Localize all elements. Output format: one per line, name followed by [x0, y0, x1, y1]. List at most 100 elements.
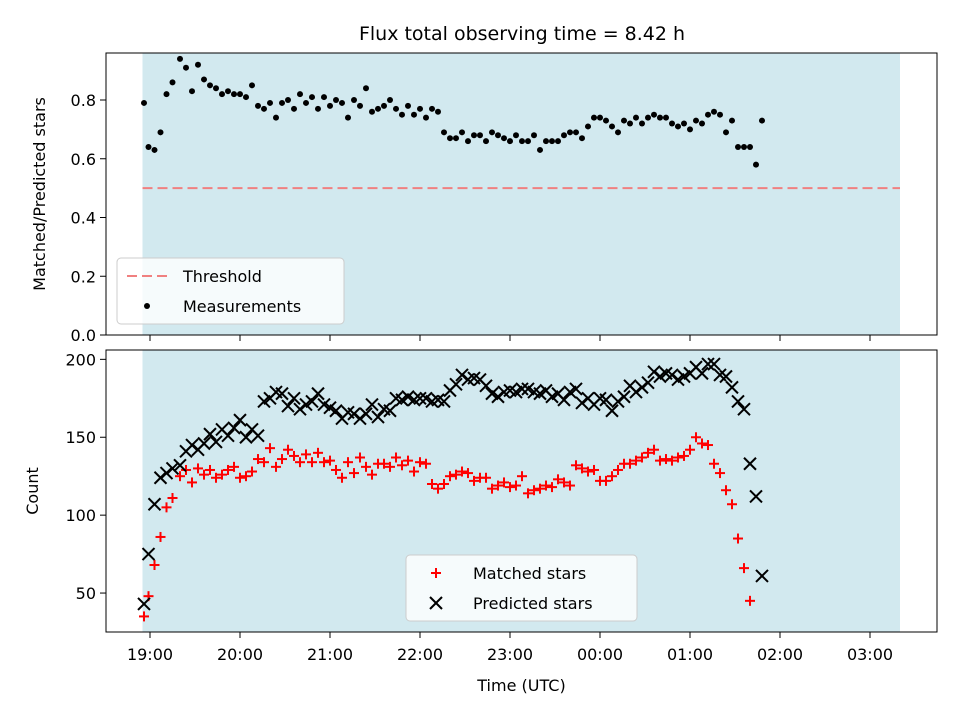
predicted-star-point — [239, 430, 253, 444]
measurement-point — [615, 129, 621, 136]
x-tick-label: 20:00 — [217, 645, 263, 664]
matched-star-point — [325, 455, 335, 466]
x-tick-label: 00:00 — [577, 645, 623, 664]
predicted-star-point — [413, 391, 427, 406]
matched-star-point — [337, 472, 347, 483]
measurement-point — [675, 123, 681, 130]
measurement-point — [699, 120, 705, 127]
matched-star-point — [403, 455, 413, 466]
measurement-point — [489, 129, 495, 136]
measurement-point — [151, 146, 158, 153]
top-legend: Threshold Measurements — [116, 257, 345, 325]
matched-star-point — [589, 464, 599, 475]
matched-star-point — [139, 611, 149, 622]
cross-stroke — [377, 402, 391, 416]
measurement-point — [297, 91, 303, 98]
measurement-point — [459, 129, 465, 136]
measurement-point — [513, 132, 519, 139]
measurement-point — [255, 102, 261, 109]
cross-stroke — [617, 390, 631, 404]
measurement-point — [639, 120, 645, 127]
measurement-point — [735, 144, 741, 150]
matched-stars-points — [139, 432, 755, 622]
measurement-point — [411, 111, 417, 118]
x-tick-label: 03:00 — [847, 645, 893, 664]
measurement-point — [495, 132, 501, 139]
measurement-point — [183, 64, 189, 71]
predicted-star-point — [173, 458, 187, 472]
predicted-star-point — [605, 404, 619, 418]
cross-stroke — [719, 369, 733, 384]
top-tick-group: 0.0 0.2 0.4 0.6 0.8 — [71, 91, 871, 345]
cross-stroke — [449, 377, 463, 391]
x-tick-label: 23:00 — [487, 645, 533, 664]
top-y-axis-label: Matched/Predicted stars — [30, 97, 49, 291]
cross-stroke — [429, 596, 443, 610]
measurement-point — [417, 105, 423, 112]
cross-stroke — [251, 428, 265, 443]
matched-star-point — [211, 472, 221, 483]
measurement-point — [345, 114, 351, 121]
measurement-point — [453, 135, 459, 142]
measurement-point — [579, 135, 585, 142]
cross-stroke — [485, 386, 499, 401]
matched-star-point — [295, 457, 305, 468]
cross-stroke — [479, 379, 493, 393]
measurement-point — [669, 120, 675, 127]
matched-star-point — [553, 474, 563, 485]
predicted-star-point — [569, 382, 583, 396]
matched-star-point — [733, 533, 743, 544]
cross-stroke — [371, 410, 385, 424]
measurement-point — [501, 135, 507, 142]
measurement-point — [303, 99, 309, 106]
cross-stroke — [695, 366, 709, 381]
predicted-star-point — [275, 386, 289, 401]
predicted-star-point — [731, 394, 745, 409]
legend-predicted-label: Predicted stars — [473, 594, 593, 613]
cross-stroke — [245, 422, 259, 437]
cross-stroke — [431, 393, 445, 407]
cross-stroke — [287, 391, 301, 406]
cross-stroke — [641, 376, 655, 390]
matched-star-point — [379, 458, 389, 469]
matched-star-point — [625, 458, 635, 469]
x-tick-label: 21:00 — [307, 645, 353, 664]
cross-stroke — [215, 422, 229, 437]
measurement-point — [145, 144, 152, 150]
matched-star-point — [229, 461, 239, 472]
measurement-point — [741, 144, 747, 150]
matched-star-point — [259, 457, 269, 468]
matched-star-point — [649, 444, 659, 455]
legend-measurements-label: Measurements — [183, 297, 301, 316]
matched-star-point — [541, 480, 551, 491]
matched-star-point — [601, 475, 611, 486]
matched-star-point — [265, 443, 275, 454]
cross-stroke — [659, 366, 673, 381]
bottom-y-axis-label: Count — [23, 467, 42, 515]
bottom-y-tick-label: 150 — [65, 428, 96, 447]
bottom-legend-box — [405, 554, 638, 622]
cross-stroke — [209, 435, 223, 449]
measurement-point — [483, 138, 489, 145]
matched-star-point — [745, 595, 755, 606]
cross-stroke — [701, 357, 715, 371]
predicted-star-point — [479, 379, 493, 393]
predicted-star-point — [221, 428, 235, 443]
predicted-star-point — [449, 377, 463, 391]
predicted-star-point — [287, 391, 301, 406]
predicted-star-point — [209, 435, 223, 449]
cross-stroke — [743, 457, 757, 471]
measurement-point — [261, 105, 267, 112]
predicted-star-point — [365, 397, 379, 412]
matched-star-point — [199, 469, 209, 480]
predicted-star-point — [251, 428, 265, 443]
matched-star-point — [703, 440, 713, 451]
measurement-point — [213, 85, 219, 92]
cross-stroke — [569, 382, 583, 396]
matched-star-point — [439, 478, 449, 489]
predicted-star-point — [371, 410, 385, 424]
matched-star-point — [301, 449, 311, 460]
measurement-point — [441, 129, 447, 136]
measurement-point — [249, 82, 255, 89]
measurement-point — [657, 114, 663, 121]
